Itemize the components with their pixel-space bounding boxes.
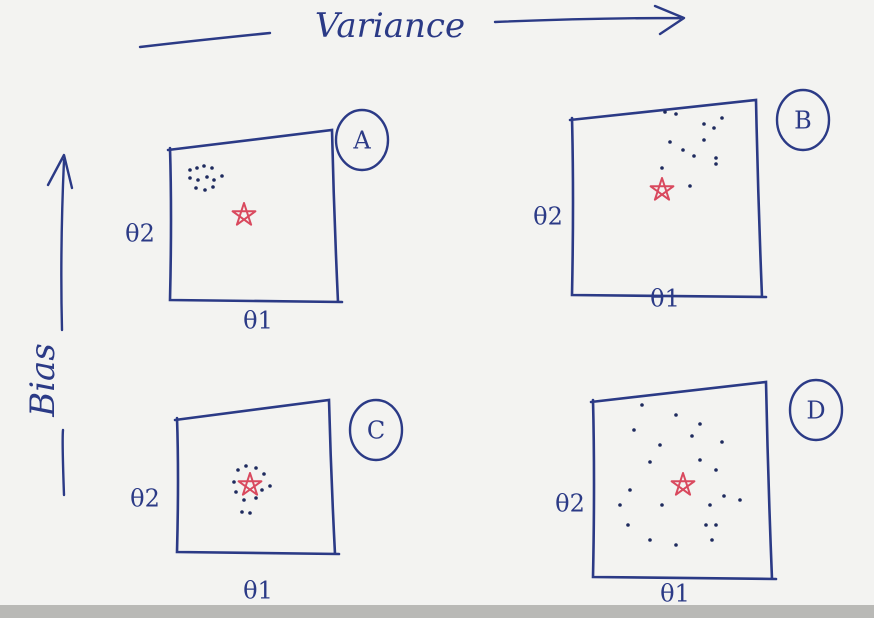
estimate-dot — [262, 472, 266, 476]
plot-frame — [589, 380, 778, 581]
estimate-dot — [220, 174, 224, 178]
estimate-dot — [211, 185, 215, 189]
estimate-dot — [248, 511, 252, 515]
estimate-dot — [254, 466, 258, 470]
variance-arrow-left — [138, 31, 272, 49]
plot-frame — [166, 128, 344, 304]
bias-arrow-bottom — [61, 428, 66, 497]
estimate-dot — [640, 403, 644, 407]
estimate-dot — [268, 484, 272, 488]
estimate-dot — [674, 543, 678, 547]
estimate-dot — [236, 468, 240, 472]
estimate-dot — [658, 443, 662, 447]
estimate-dot — [714, 156, 718, 160]
x-axis-label: θ1 — [650, 285, 680, 313]
x-axis-label: θ1 — [243, 307, 273, 335]
estimate-dot — [205, 175, 209, 179]
estimate-dot — [626, 523, 630, 527]
estimate-dot — [188, 176, 192, 180]
y-axis-label: θ2 — [125, 220, 155, 248]
estimate-dot — [688, 184, 692, 188]
estimate-dot — [203, 188, 207, 192]
estimate-dot — [702, 138, 706, 142]
estimate-dot — [632, 428, 636, 432]
estimate-dot — [660, 166, 664, 170]
estimate-dot — [202, 164, 206, 168]
estimate-dot — [194, 186, 198, 190]
panel-label: C — [367, 417, 385, 445]
estimate-dot — [242, 498, 246, 502]
estimate-dot — [690, 434, 694, 438]
estimate-dot — [708, 503, 712, 507]
estimate-dot — [648, 538, 652, 542]
estimate-dot — [738, 498, 742, 502]
panel-label-circle — [334, 108, 390, 172]
estimate-dot — [195, 166, 199, 170]
estimate-dot — [692, 154, 696, 158]
panel-label-circle — [788, 378, 844, 442]
estimate-dot — [240, 510, 244, 514]
estimate-dot — [234, 490, 238, 494]
estimate-dot — [712, 126, 716, 130]
estimate-dot — [674, 413, 678, 417]
x-axis-label: θ1 — [660, 580, 690, 608]
panel-label-circle — [775, 88, 831, 152]
estimate-dot — [260, 488, 264, 492]
estimate-dot — [698, 458, 702, 462]
true-value-star — [670, 472, 696, 496]
estimate-dot — [232, 480, 236, 484]
estimate-dot — [698, 422, 702, 426]
estimate-dot — [720, 116, 724, 120]
estimate-dot — [702, 122, 706, 126]
x-axis-label: θ1 — [243, 577, 273, 605]
board-surface — [0, 0, 874, 605]
estimate-dot — [710, 538, 714, 542]
estimate-dot — [714, 162, 718, 166]
board-edge — [0, 605, 874, 618]
variance-label: Variance — [315, 6, 465, 46]
estimate-dot — [212, 178, 216, 182]
estimate-dot — [196, 178, 200, 182]
y-axis-label: θ2 — [555, 490, 585, 518]
estimate-dot — [714, 523, 718, 527]
plot-frame — [568, 98, 768, 299]
true-value-star — [237, 472, 263, 496]
bias-label: Bias — [23, 343, 63, 418]
panel-label: D — [806, 397, 825, 425]
estimate-dot — [674, 112, 678, 116]
estimate-dot — [722, 494, 726, 498]
y-axis-label: θ2 — [130, 485, 160, 513]
variance-arrow-right — [493, 4, 686, 36]
estimate-dot — [188, 168, 192, 172]
plot-frame — [173, 398, 341, 556]
estimate-dot — [681, 148, 685, 152]
y-axis-label: θ2 — [533, 203, 563, 231]
estimate-dot — [628, 488, 632, 492]
true-value-star — [649, 177, 675, 201]
estimate-dot — [254, 496, 258, 500]
estimate-dot — [244, 464, 248, 468]
panel-label-circle — [348, 398, 404, 462]
panel-label: A — [352, 127, 371, 155]
estimate-dot — [648, 460, 652, 464]
estimate-dot — [668, 140, 672, 144]
bias-arrow-top — [46, 153, 74, 332]
estimate-dot — [660, 503, 664, 507]
true-value-star — [231, 202, 257, 226]
panel-label: B — [794, 107, 812, 135]
estimate-dot — [663, 110, 667, 114]
estimate-dot — [618, 503, 622, 507]
estimate-dot — [210, 166, 214, 170]
estimate-dot — [720, 440, 724, 444]
estimate-dot — [714, 468, 718, 472]
estimate-dot — [704, 523, 708, 527]
